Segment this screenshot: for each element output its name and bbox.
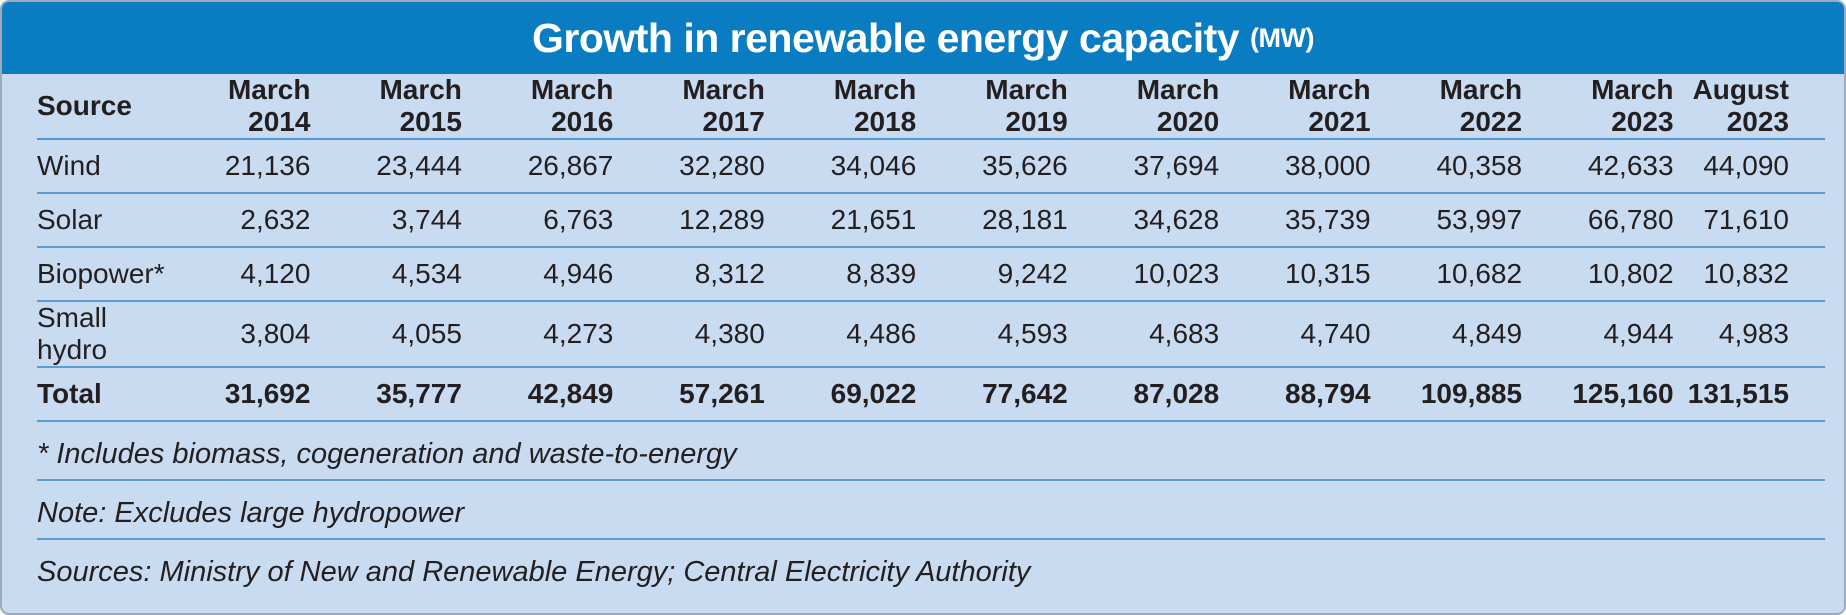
figure-title-unit: (MW) [1250,22,1315,53]
cell-value: 21,136 [159,139,311,194]
table-row-wind: Wind 21,136 23,444 26,867 32,280 34,046 35,626… [37,139,1825,194]
footnote: Sources: Ministry of New and Renewable E… [37,556,1031,588]
footnotes: * Includes biomass, cogeneration and was… [2,422,1844,597]
cell-value: 37,694 [1067,139,1220,194]
cell-value: 4,380 [613,301,765,368]
column-header: March 2022 [1370,74,1523,140]
cell-value: 4,983 [1673,301,1825,368]
column-header: March 2019 [916,74,1068,140]
table-container: Source March 2014 March 2015 March 2016 Marc… [2,74,1844,422]
table-row-biopower: Biopower* 4,120 4,534 4,946 8,312 8,839 9,242 1… [37,247,1825,302]
data-table: Source March 2014 March 2015 March 2016 Marc… [37,74,1825,422]
cell-value: 44,090 [1673,139,1825,194]
column-header: March 2015 [310,74,462,140]
cell-value: 34,046 [764,139,917,194]
cell-value: 3,744 [310,193,462,248]
row-label: Wind [37,139,159,194]
column-header: March 2020 [1067,74,1220,140]
footnote: * Includes biomass, cogeneration and was… [37,422,1825,481]
cell-value: 4,683 [1067,301,1220,368]
figure-title: Growth in renewable energy capacity [531,14,1240,61]
title-bar: Growth in renewable energy capacity (MW) [2,2,1844,74]
cell-value: 4,593 [916,301,1068,368]
cell-value: 35,626 [916,139,1068,194]
table-row-solar: Solar 2,632 3,744 6,763 12,289 21,651 28,181 34… [37,193,1825,248]
cell-value: 28,181 [916,193,1068,248]
column-header: March 2014 [159,74,311,140]
cell-value: 23,444 [310,139,462,194]
cell-value: 38,000 [1219,139,1371,194]
row-label: Biopower* [37,247,165,302]
cell-value: 125,160 [1522,367,1674,422]
footnote: Note: Excludes large hydropower [37,481,1825,540]
cell-value: 26,867 [461,139,614,194]
cell-value: 66,780 [1522,193,1674,248]
cell-value: 9,242 [916,247,1068,302]
table-row-total: Total 31,692 35,777 42,849 57,261 69,022 77,64… [37,367,1825,422]
cell-value: 42,633 [1522,139,1674,194]
cell-value: 57,261 [613,367,765,422]
cell-value: 10,682 [1370,247,1523,302]
cell-value: 131,515 [1673,367,1825,422]
cell-value: 10,023 [1067,247,1220,302]
cell-value: 4,120 [159,247,311,302]
cell-value: 21,651 [764,193,917,248]
column-header: March 2018 [764,74,917,140]
column-header-source: Source [37,74,159,140]
cell-value: 109,885 [1370,367,1523,422]
cell-value: 10,832 [1673,247,1825,302]
row-label: Small hydro [37,301,159,368]
cell-value: 31,692 [159,367,311,422]
cell-value: 3,804 [159,301,311,368]
cell-value: 88,794 [1219,367,1371,422]
row-label: Solar [37,193,159,248]
column-header: March 2023 [1522,74,1674,140]
cell-value: 4,486 [764,301,917,368]
cell-value: 4,740 [1219,301,1371,368]
header-row: Source March 2014 March 2015 March 2016 Marc… [37,74,1825,140]
cell-value: 4,273 [461,301,614,368]
cell-value: 8,312 [613,247,765,302]
table-row-small-hydro: Small hydro 3,804 4,055 4,273 4,380 4,486 4,59… [37,301,1825,368]
cell-value: 77,642 [916,367,1068,422]
cell-value: 6,763 [461,193,614,248]
cell-value: 4,534 [310,247,462,302]
column-header: March 2016 [461,74,614,140]
cell-value: 35,777 [310,367,462,422]
cell-value: 8,839 [764,247,917,302]
cell-value: 69,022 [764,367,917,422]
cell-value: 4,944 [1522,301,1674,368]
cell-value: 53,997 [1370,193,1523,248]
column-header: March 2017 [613,74,765,140]
row-label: Total [37,367,159,422]
cell-value: 4,849 [1370,301,1523,368]
cell-value: 42,849 [461,367,614,422]
cell-value: 4,055 [310,301,462,368]
cell-value: 10,315 [1219,247,1371,302]
column-header: March 2021 [1219,74,1371,140]
cell-value: 32,280 [613,139,765,194]
column-header: August 2023 [1673,74,1825,140]
cell-value: 12,289 [613,193,765,248]
cell-value: 87,028 [1067,367,1220,422]
cell-value: 71,610 [1673,193,1825,248]
cell-value: 40,358 [1370,139,1523,194]
cell-value: 35,739 [1219,193,1371,248]
cell-value: 2,632 [159,193,311,248]
cell-value: 34,628 [1067,193,1220,248]
cell-value: 4,946 [461,247,614,302]
cell-value: 10,802 [1522,247,1674,302]
